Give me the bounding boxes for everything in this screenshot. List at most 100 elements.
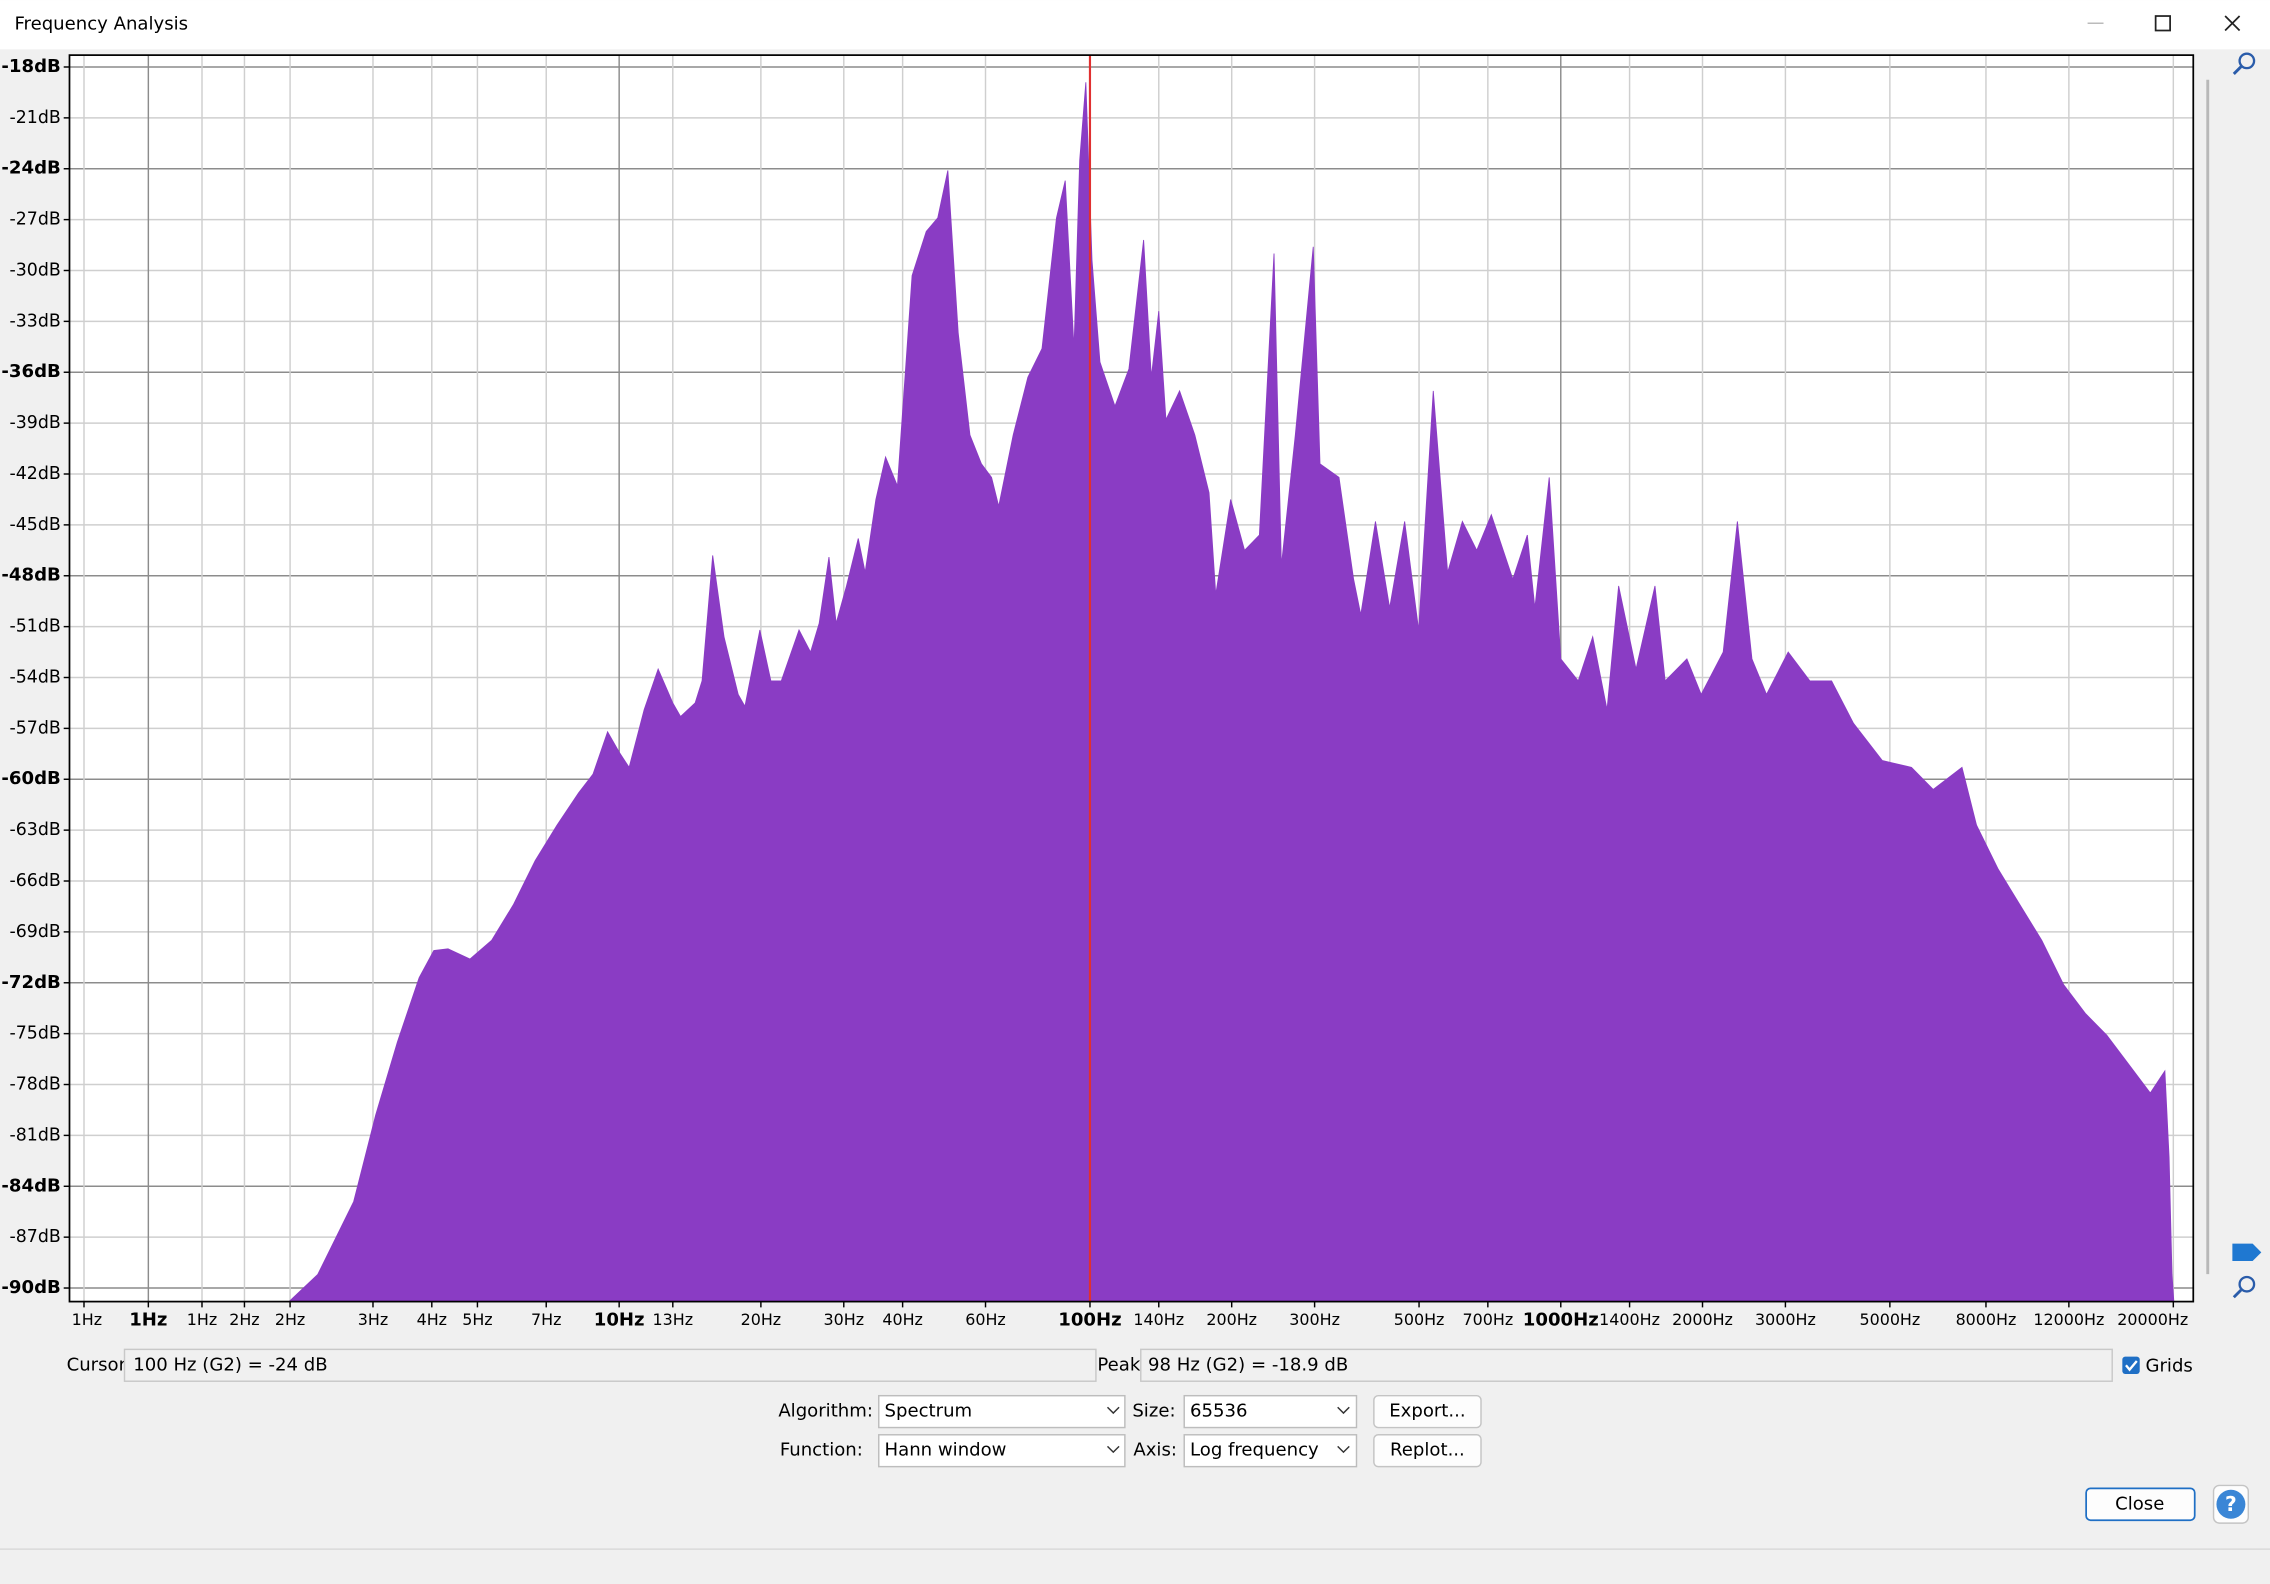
- y-tick-label: -51dB: [10, 617, 61, 637]
- axis-label: Axis:: [1133, 1440, 1177, 1461]
- replot-button-text: Replot...: [1390, 1440, 1465, 1461]
- zoom-in-lens: [2238, 52, 2256, 70]
- y-tick-label: -27dB: [10, 210, 61, 230]
- x-tick-label: 20Hz: [741, 1310, 782, 1329]
- spectrum-area: [288, 82, 2175, 1302]
- replot-button[interactable]: [1373, 1434, 1482, 1468]
- cursor-label: Cursor:: [67, 1354, 132, 1375]
- window-title: Frequency Analysis: [14, 14, 188, 35]
- y-tick-label: -45dB: [10, 515, 61, 535]
- y-tick-label: -60dB: [1, 768, 60, 789]
- plot-area: [69, 55, 2194, 1302]
- function-combo[interactable]: [878, 1434, 1126, 1468]
- algorithm-label: Algorithm:: [778, 1401, 873, 1422]
- cursor-value: 100 Hz (G2) = -24 dB: [133, 1354, 328, 1375]
- x-tick-label: 3Hz: [358, 1310, 388, 1329]
- axis-combo[interactable]: [1183, 1434, 1358, 1468]
- y-tick-label: -24dB: [1, 158, 60, 179]
- y-tick-label: -81dB: [10, 1125, 61, 1145]
- combo-arrow: [1337, 1445, 1350, 1454]
- combo-arrow: [1106, 1445, 1120, 1454]
- x-tick-label: 60Hz: [965, 1310, 1006, 1329]
- y-tick-label: -33dB: [10, 311, 61, 331]
- peak-value: 98 Hz (G2) = -18.9 dB: [1148, 1354, 1348, 1375]
- y-tick-label: -36dB: [1, 361, 60, 382]
- close-button-text: Close: [2115, 1493, 2164, 1514]
- y-tick-label: -66dB: [10, 871, 61, 891]
- peak-label: Peak:: [1097, 1354, 1146, 1375]
- x-tick-label: 1000Hz: [1523, 1309, 1599, 1330]
- function-value: Hann window: [885, 1440, 1007, 1461]
- size-value: 65536: [1190, 1401, 1248, 1422]
- y-tick-label: -78dB: [10, 1075, 61, 1095]
- peak-field: [1140, 1348, 2113, 1382]
- grids-checkbox[interactable]: [2122, 1356, 2140, 1374]
- combo-box: [878, 1394, 1126, 1429]
- zoom-out-handle: [2232, 1288, 2243, 1299]
- x-tick-label: 40Hz: [882, 1310, 923, 1329]
- x-tick-label: 10Hz: [594, 1309, 645, 1330]
- cursor-field: [123, 1348, 1097, 1382]
- x-tick-label: 1Hz: [72, 1310, 102, 1329]
- x-tick-label: 12000Hz: [2033, 1310, 2104, 1329]
- combo-arrow: [1337, 1406, 1350, 1415]
- x-tick-label: 100Hz: [1058, 1309, 1121, 1330]
- x-tick-label: 300Hz: [1289, 1310, 1340, 1329]
- y-tick-label: -63dB: [10, 820, 61, 840]
- x-tick-label: 3000Hz: [1755, 1310, 1816, 1329]
- x-tick-label: 200Hz: [1206, 1310, 1257, 1329]
- x-tick-label: 1400Hz: [1599, 1310, 1660, 1329]
- checkbox-box: [2122, 1356, 2140, 1374]
- algorithm-value: Spectrum: [885, 1401, 973, 1422]
- y-tick-label: -72dB: [1, 972, 60, 993]
- zoom-in-handle: [2232, 65, 2243, 75]
- x-tick-label: 7Hz: [531, 1310, 561, 1329]
- y-tick-label: -30dB: [10, 260, 61, 280]
- zoom-out-lens: [2238, 1275, 2256, 1293]
- help-button-text: ?: [2225, 1492, 2237, 1516]
- export-button[interactable]: [1373, 1394, 1482, 1429]
- close-button[interactable]: [2085, 1487, 2196, 1522]
- x-tick-label: 140Hz: [1133, 1310, 1184, 1329]
- x-tick-label: 8000Hz: [1956, 1310, 2017, 1329]
- size-label: Size:: [1132, 1401, 1175, 1422]
- x-tick-label: 1Hz: [129, 1309, 167, 1330]
- y-tick-label: -87dB: [10, 1227, 61, 1247]
- x-tick-label: 13Hz: [653, 1310, 694, 1329]
- y-tick-label: -48dB: [1, 565, 60, 586]
- y-tick-label: -69dB: [10, 922, 61, 942]
- zoom-out-icon[interactable]: [2232, 1275, 2256, 1299]
- y-tick-label: -57dB: [10, 718, 61, 738]
- x-tick-label: 1Hz: [187, 1310, 217, 1329]
- size-combo[interactable]: [1183, 1394, 1358, 1429]
- y-tick-label: -90dB: [1, 1277, 60, 1298]
- checkbox-check: [2125, 1360, 2138, 1372]
- title-bar: [0, 0, 2270, 50]
- function-label: Function:: [780, 1440, 863, 1461]
- x-tick-label: 5Hz: [462, 1310, 492, 1329]
- combo-arrow: [1106, 1406, 1120, 1415]
- algorithm-combo[interactable]: [878, 1394, 1126, 1429]
- y-tick-label: -21dB: [10, 108, 61, 128]
- x-tick-label: 30Hz: [824, 1310, 865, 1329]
- axis-value: Log frequency: [1190, 1440, 1319, 1461]
- x-tick-label: 4Hz: [417, 1310, 447, 1329]
- zoom-slider-thumb[interactable]: [2232, 1243, 2262, 1262]
- zoom-in-icon[interactable]: [2232, 52, 2256, 75]
- x-tick-label: 2Hz: [229, 1310, 259, 1329]
- y-tick-label: -54dB: [10, 668, 61, 688]
- export-button-text: Export...: [1389, 1401, 1465, 1422]
- maximize-button[interactable]: [2154, 15, 2171, 32]
- help-icon: [2216, 1489, 2246, 1519]
- y-tick-label: -75dB: [10, 1024, 61, 1044]
- y-tick-label: -18dB: [1, 56, 60, 77]
- combo-box: [1183, 1394, 1358, 1429]
- x-tick-label: 500Hz: [1394, 1310, 1445, 1329]
- plot-border: [68, 54, 2195, 1303]
- combo-box: [1183, 1434, 1358, 1468]
- close-window-button[interactable]: [2224, 15, 2241, 32]
- y-tick-label: -42dB: [10, 464, 61, 484]
- combo-box: [878, 1434, 1126, 1468]
- x-tick-label: 2Hz: [275, 1310, 305, 1329]
